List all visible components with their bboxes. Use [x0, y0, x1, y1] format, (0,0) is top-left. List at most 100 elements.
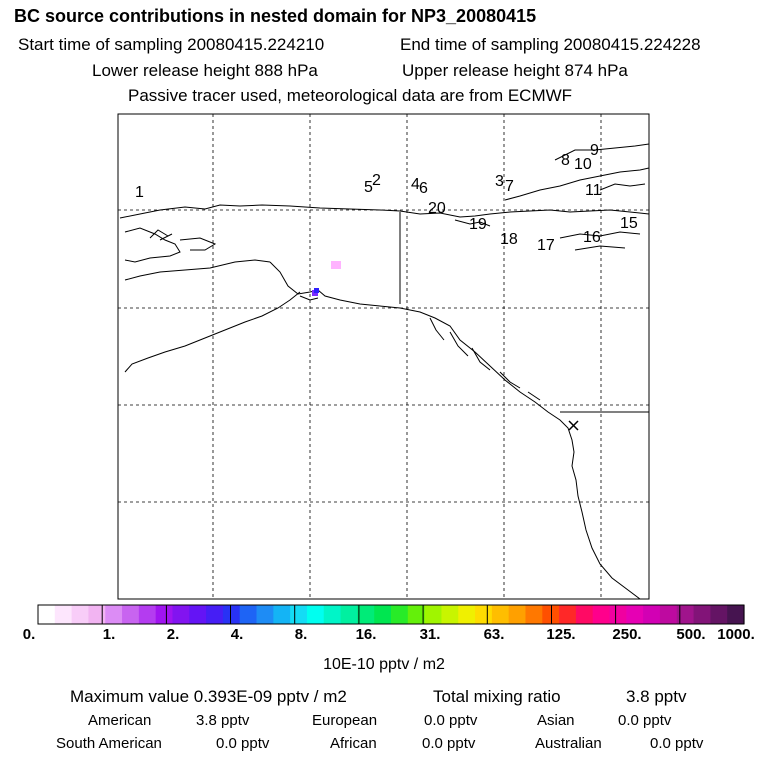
colorbar-swatch	[559, 605, 577, 624]
colorbar-tick-label: 250.	[612, 626, 642, 643]
map-label: 4	[411, 176, 420, 193]
colorbar-tick-label: 1.	[102, 626, 116, 643]
colorbar-swatch	[323, 605, 342, 624]
colorbar-swatch	[491, 605, 510, 624]
map-label: 7	[505, 178, 514, 195]
colorbar-tick-label: 4.	[230, 626, 244, 643]
map-grid	[118, 114, 649, 599]
australian-value: 0.0 pptv	[650, 735, 704, 752]
colorbar-swatch	[239, 605, 258, 624]
map-label: 16	[583, 229, 601, 246]
colorbar-swatch	[407, 605, 426, 624]
colorbar-swatch	[458, 605, 476, 624]
map-label: 19	[469, 216, 487, 233]
map-label: 9	[590, 142, 599, 159]
colorbar-swatch	[290, 605, 308, 624]
map-label: 2	[372, 172, 381, 189]
colorbar-tick-label: 500.	[676, 626, 706, 643]
colorbar-swatch	[88, 605, 106, 624]
map-label: 20	[428, 200, 446, 217]
colorbar-swatch	[273, 605, 291, 624]
colorbar-swatch	[542, 605, 560, 624]
colorbar-swatch	[155, 605, 174, 624]
european-label: European	[312, 712, 378, 729]
colorbar-swatch	[525, 605, 543, 624]
lower-release-height: Lower release height 888 hPa	[92, 61, 318, 80]
total-mixing-ratio-value: 3.8 pptv	[626, 687, 687, 706]
start-time: Start time of sampling 20080415.224210	[18, 35, 325, 54]
colorbar-swatch	[643, 605, 661, 624]
map-frame	[117, 113, 650, 600]
colorbar-swatch	[357, 605, 375, 624]
colorbar-swatch	[575, 605, 594, 624]
plot-title: BC source contributions in nested domain…	[14, 6, 537, 26]
colorbar	[38, 605, 745, 624]
asian-label: Asian	[537, 712, 575, 729]
asian-value: 0.0 pptv	[618, 712, 672, 729]
colorbar-swatch	[391, 605, 409, 624]
end-time: End time of sampling 20080415.224228	[400, 35, 701, 54]
colorbar-swatch	[122, 605, 140, 624]
colorbar-swatch	[71, 605, 90, 624]
colorbar-swatch	[38, 605, 56, 624]
australian-label: Australian	[535, 735, 602, 752]
colorbar-swatch	[592, 605, 611, 624]
colorbar-tick-label: 8.	[294, 626, 308, 643]
african-value: 0.0 pptv	[422, 735, 476, 752]
colorbar-tick-marks	[101, 605, 681, 624]
map-label: 11	[585, 182, 602, 199]
european-value: 0.0 pptv	[424, 712, 478, 729]
colorbar-swatch	[475, 605, 493, 624]
colorbar-swatch	[659, 605, 678, 624]
colorbar-swatch	[189, 605, 207, 624]
colorbar-swatch	[424, 605, 443, 624]
map-label: 1	[135, 184, 144, 201]
colorbar-swatch	[138, 605, 157, 624]
map-label: 18	[500, 231, 518, 248]
colorbar-tick-label: 125.	[546, 626, 576, 643]
south-american-label: South American	[56, 735, 162, 752]
colorbar-swatch	[727, 605, 745, 624]
colorbar-swatch	[374, 605, 392, 624]
colorbar-swatch	[54, 605, 73, 624]
colorbar-tick-label: 2.	[166, 626, 180, 643]
tracer-note: Passive tracer used, meteorological data…	[128, 86, 573, 105]
colorbar-tick-label: 1000.	[717, 626, 755, 643]
colorbar-swatch	[508, 605, 527, 624]
concentration-cell	[314, 288, 319, 293]
colorbar-swatch	[222, 605, 241, 624]
map-label: 17	[537, 237, 555, 254]
map-label: 6	[419, 180, 428, 197]
south-american-value: 0.0 pptv	[216, 735, 270, 752]
colorbar-swatch	[340, 605, 358, 624]
american-value: 3.8 pptv	[196, 712, 250, 729]
colorbar-swatch	[626, 605, 644, 624]
map-label: 10	[574, 156, 592, 173]
colorbar-tick-label: 0.	[22, 626, 36, 643]
map-label: 5	[364, 179, 373, 196]
colorbar-swatch	[441, 605, 459, 624]
colorbar-frame	[37, 604, 745, 625]
upper-release-height: Upper release height 874 hPa	[402, 61, 628, 80]
colorbar-swatch	[206, 605, 224, 624]
american-label: American	[88, 712, 152, 729]
coastline	[119, 143, 650, 600]
colorbar-swatch	[710, 605, 728, 624]
colorbar-swatch	[676, 605, 695, 624]
map-label: 8	[561, 152, 570, 169]
colorbar-swatch	[609, 605, 627, 624]
colorbar-swatch	[306, 605, 325, 624]
map-label: 15	[620, 215, 638, 232]
colorbar-swatch	[105, 605, 123, 624]
colorbar-tick-label: 63.	[483, 626, 505, 643]
colorbar-swatch	[256, 605, 274, 624]
colorbar-tick-label: 31.	[419, 626, 441, 643]
colorbar-swatch	[172, 605, 190, 624]
release-marker	[568, 420, 579, 431]
african-label: African	[330, 735, 377, 752]
total-mixing-ratio-label: Total mixing ratio	[433, 687, 561, 706]
map-label: 3	[495, 173, 504, 190]
colorbar-swatch	[693, 605, 711, 624]
colorbar-tick-label: 16.	[355, 626, 377, 643]
